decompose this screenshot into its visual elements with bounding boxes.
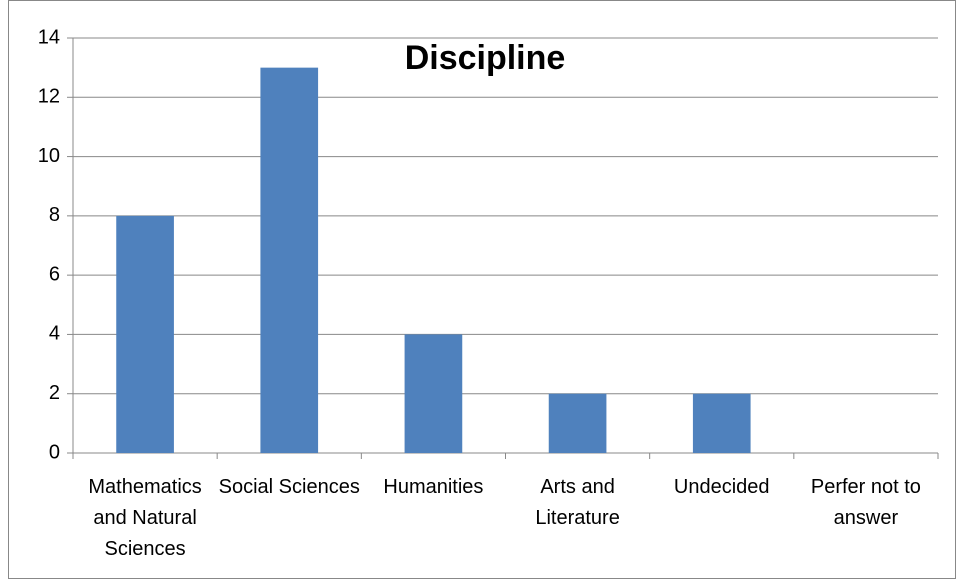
bar: [116, 215, 174, 453]
chart-title: Discipline: [405, 39, 566, 77]
x-tick-label: Undecided: [673, 476, 770, 498]
y-tick-label: 4: [49, 323, 60, 345]
bar: [260, 67, 319, 454]
x-tick-label: Humanities: [383, 476, 484, 498]
y-tick-label: 2: [49, 382, 60, 404]
x-tick-label: Social Sciences: [218, 476, 360, 498]
y-tick-label: 6: [49, 263, 60, 285]
x-tick-label: Mathematics and Natural Sciences: [88, 476, 202, 560]
y-tick-label: 8: [49, 204, 60, 226]
x-tick-label: Perfer not to answer: [810, 476, 921, 529]
x-tick-label: Arts and Literature: [535, 476, 620, 529]
bar: [548, 393, 607, 453]
y-tick-label: 10: [38, 145, 60, 167]
y-tick-label: 12: [38, 86, 60, 108]
bar: [692, 393, 751, 453]
chart-border: [8, 0, 956, 579]
y-tick-label: 14: [38, 26, 60, 48]
bar: [404, 334, 463, 453]
y-tick-label: 0: [49, 441, 60, 463]
